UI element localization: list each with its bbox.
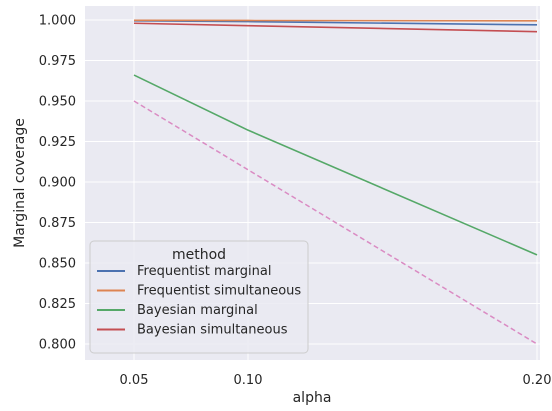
y-tick-label: 0.950 bbox=[39, 95, 76, 110]
y-tick-label: 0.900 bbox=[39, 176, 76, 191]
x-tick-label: 0.10 bbox=[234, 373, 263, 388]
reference-line-dashed bbox=[133, 100, 538, 345]
y-tick-labels: 0.800 0.825 0.850 0.875 0.900 0.925 0.950 0.975… bbox=[39, 14, 76, 353]
y-tick-label: 0.800 bbox=[39, 338, 76, 353]
series-lines bbox=[133, 19, 538, 345]
x-tick-label: 0.05 bbox=[120, 373, 149, 388]
y-tick-label: 0.925 bbox=[39, 135, 76, 150]
y-tick-label: 0.975 bbox=[39, 54, 76, 69]
series-line-bayesian-simultaneous bbox=[133, 22, 538, 33]
legend: method Frequentist marginal Frequentist s… bbox=[89, 240, 309, 354]
x-tick-labels: 0.05 0.10 0.20 bbox=[120, 373, 552, 388]
series-line-bayesian-marginal bbox=[133, 74, 538, 256]
y-axis-label: Marginal coverage bbox=[12, 118, 28, 248]
y-tick-label: 0.825 bbox=[39, 297, 76, 312]
x-tick-label: 0.20 bbox=[523, 373, 552, 388]
y-tick-label: 0.875 bbox=[39, 216, 76, 231]
legend-entry-label: Frequentist simultaneous bbox=[137, 284, 301, 299]
legend-entry-label: Bayesian marginal bbox=[137, 303, 258, 318]
legend-box bbox=[89, 240, 309, 354]
x-axis-label: alpha bbox=[293, 390, 332, 406]
legend-entry-label: Frequentist marginal bbox=[137, 264, 271, 279]
legend-entry-label: Bayesian simultaneous bbox=[137, 323, 288, 338]
y-tick-label: 1.000 bbox=[39, 14, 76, 29]
y-tick-label: 0.850 bbox=[39, 257, 76, 272]
legend-title: method bbox=[172, 247, 226, 263]
